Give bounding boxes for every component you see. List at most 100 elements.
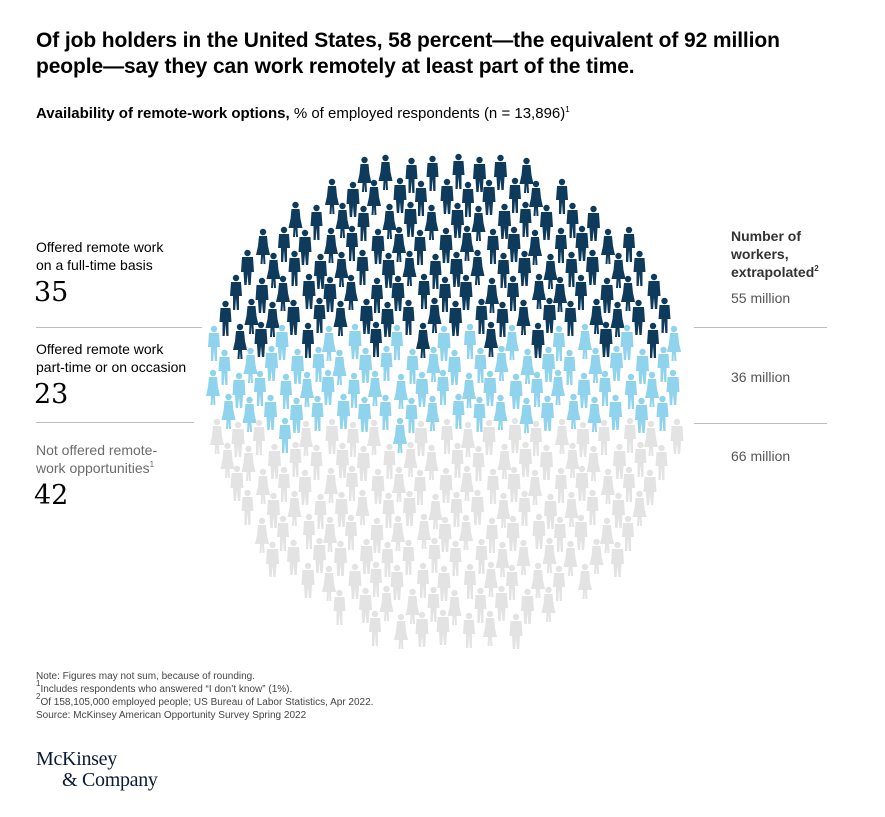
person-icon-not-offered <box>390 564 404 600</box>
segment-label-line: Offered remote work <box>36 239 164 255</box>
person-icon-remote-full-time <box>459 274 473 310</box>
person-icon-remote-part-time <box>553 325 565 361</box>
person-icon-remote-full-time <box>623 226 635 262</box>
person-icon-not-offered <box>370 561 382 597</box>
person-icon-remote-full-time <box>255 277 269 313</box>
person-icon-remote-full-time <box>516 299 531 335</box>
person-icon-remote-part-time <box>206 369 220 405</box>
person-icon-remote-part-time <box>620 324 634 360</box>
person-icon-remote-part-time <box>563 349 576 385</box>
divider <box>36 422 194 423</box>
person-icon-remote-full-time <box>414 229 426 265</box>
person-icon-not-offered <box>383 443 396 479</box>
person-icon-not-offered <box>310 444 323 480</box>
person-icon-remote-full-time <box>370 321 382 357</box>
person-icon-not-offered <box>471 489 484 525</box>
person-icon-not-offered <box>255 517 269 553</box>
person-icon-remote-full-time <box>427 297 442 333</box>
person-icon-remote-full-time <box>647 322 659 358</box>
person-icon-remote-full-time <box>357 156 372 192</box>
person-icon-not-offered <box>506 564 518 600</box>
person-icon-not-offered <box>464 563 476 599</box>
person-icon-remote-part-time <box>448 349 461 385</box>
person-icon-remote-part-time <box>437 325 451 361</box>
person-icon-remote-full-time <box>473 156 486 192</box>
person-icon-remote-part-time <box>636 348 649 384</box>
workers-count-not-offered: 66 million <box>731 448 791 464</box>
person-icon-remote-full-time <box>298 229 312 265</box>
person-icon-not-offered <box>450 491 463 527</box>
workers-count-full-time: 55 million <box>731 290 791 306</box>
person-icon-remote-full-time <box>575 225 589 261</box>
person-icon-remote-part-time <box>666 369 680 405</box>
footnote-mark: 2 <box>36 692 41 701</box>
person-icon-remote-part-time <box>415 371 429 407</box>
person-icon-not-offered <box>487 468 499 504</box>
person-icon-remote-full-time <box>405 157 418 193</box>
person-icon-remote-part-time <box>667 325 681 361</box>
logo-line: McKinsey <box>36 748 117 770</box>
segment-label-not-offered: Not offered remote-work opportunities1 <box>36 441 211 477</box>
person-icon-not-offered <box>472 445 485 481</box>
person-icon-not-offered <box>346 465 358 501</box>
person-icon-not-offered <box>497 443 512 479</box>
person-icon-remote-part-time <box>464 323 476 359</box>
segment-footnote-mark: 1 <box>149 460 155 469</box>
person-icon-not-offered <box>531 562 545 598</box>
chart-subtitle: Availability of remote-work options, % o… <box>36 105 570 122</box>
person-icon-not-offered <box>451 442 464 478</box>
person-icon-not-offered <box>460 465 474 501</box>
person-icon-remote-part-time <box>452 393 465 429</box>
person-icon-not-offered <box>589 538 604 574</box>
person-icon-remote-full-time <box>600 277 614 313</box>
person-icon-not-offered <box>459 514 473 550</box>
person-icon-not-offered <box>241 445 256 481</box>
person-icon-remote-full-time <box>519 201 532 237</box>
person-icon-remote-part-time <box>380 345 393 381</box>
subtitle-unit: % of employed respondents (n = 13,896) <box>289 105 566 122</box>
workers-count-part-time: 36 million <box>731 369 791 385</box>
person-icon-not-offered <box>324 467 338 503</box>
person-icon-not-offered <box>436 609 450 645</box>
person-icon-not-offered <box>463 612 475 648</box>
person-icon-remote-full-time <box>325 178 339 214</box>
person-icon-remote-full-time <box>360 298 373 334</box>
person-icon-remote-part-time <box>483 370 497 406</box>
person-icon-remote-full-time <box>621 275 635 311</box>
person-icon-remote-full-time <box>543 297 556 333</box>
person-icon-remote-part-time <box>264 394 277 430</box>
person-icon-not-offered <box>521 588 534 624</box>
person-icon-remote-part-time <box>405 397 418 433</box>
person-icon-not-offered <box>564 491 579 527</box>
person-icon-remote-part-time <box>426 346 441 382</box>
person-icon-remote-part-time <box>494 345 509 381</box>
person-icon-not-offered <box>496 492 511 528</box>
segment-value-full-time: 35 <box>34 277 69 308</box>
person-icon-remote-part-time <box>599 370 611 406</box>
person-icon-not-offered <box>495 541 510 577</box>
person-icon-not-offered <box>367 419 381 455</box>
person-icon-remote-full-time <box>357 205 370 241</box>
person-icon-not-offered <box>438 516 452 552</box>
person-icon-not-offered <box>287 539 300 575</box>
person-icon-remote-part-time <box>337 393 350 429</box>
person-icon-remote-full-time <box>344 274 358 310</box>
person-icon-remote-full-time <box>310 204 323 240</box>
person-icon-remote-part-time <box>609 394 622 430</box>
person-icon-remote-part-time <box>635 397 648 433</box>
person-icon-not-offered <box>268 443 281 479</box>
person-icon-remote-full-time <box>378 154 393 190</box>
person-icon-remote-part-time <box>394 373 408 409</box>
person-icon-not-offered <box>622 515 634 551</box>
person-icon-not-offered <box>379 585 394 621</box>
person-icon-remote-part-time <box>311 395 324 431</box>
person-icon-remote-part-time <box>566 393 581 429</box>
person-icon-remote-full-time <box>254 321 268 357</box>
person-icon-not-offered <box>392 466 406 502</box>
person-icon-remote-part-time <box>242 396 257 432</box>
person-icon-remote-part-time <box>358 396 371 432</box>
subtitle-footnote-mark: 1 <box>565 105 570 114</box>
person-icon-remote-full-time <box>462 181 474 217</box>
person-icon-remote-full-time <box>460 225 474 261</box>
person-icon-remote-full-time <box>487 228 499 264</box>
